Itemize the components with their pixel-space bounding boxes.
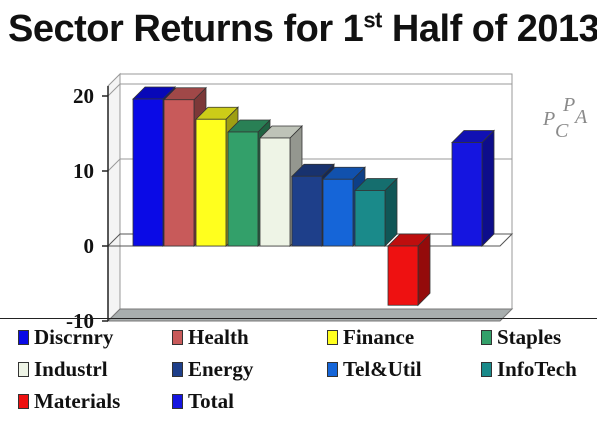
legend-label: Industrl — [34, 357, 108, 381]
legend-label: InfoTech — [497, 357, 577, 381]
legend-item-health: Health — [172, 327, 249, 348]
legend-label: Discrnry — [34, 325, 114, 349]
legend-swatch — [18, 394, 29, 409]
logo-letter-p2: P — [563, 94, 576, 116]
bar-front — [322, 178, 354, 247]
legend-label: Tel&Util — [343, 357, 422, 381]
logo-letter-a: A — [575, 106, 588, 128]
bar-front — [354, 190, 386, 247]
legend-item-energy: Energy — [172, 359, 253, 380]
legend: Discrnry Health Finance Staples Industrl Ener… — [0, 318, 597, 445]
legend-swatch — [481, 330, 492, 345]
legend-item-total: Total — [172, 391, 234, 412]
logo-letter-p: P — [543, 108, 556, 130]
y-tick-label-0: 0 — [84, 234, 95, 258]
bar-front — [387, 245, 419, 306]
bar-front — [259, 137, 291, 247]
legend-label: Staples — [497, 325, 562, 349]
bar-total — [451, 129, 495, 247]
legend-label: Health — [188, 325, 249, 349]
legend-label: Energy — [188, 357, 254, 381]
y-tick-label-20: 20 — [73, 84, 94, 108]
legend-item-tel-util: Tel&Util — [327, 359, 422, 380]
legend-swatch — [18, 362, 29, 377]
legend-item-industrl: Industrl — [18, 359, 108, 380]
bar-front — [451, 142, 483, 247]
bar-front — [195, 118, 227, 247]
legend-swatch — [18, 330, 29, 345]
legend-item-infotech: InfoTech — [481, 359, 577, 380]
title-superscript: st — [363, 7, 382, 33]
legend-swatch — [327, 362, 338, 377]
legend-label: Total — [188, 389, 234, 413]
legend-label: Finance — [343, 325, 415, 349]
title-text-rest: Half of 2013 — [381, 8, 597, 50]
legend-item-finance: Finance — [327, 327, 414, 348]
bar-materials — [387, 233, 431, 307]
title-text: Sector Returns for 1 — [8, 8, 364, 50]
y-tick-label--10: -10 — [66, 309, 94, 333]
legend-label: Materials — [34, 389, 121, 413]
y-tick-label-10: 10 — [73, 159, 94, 183]
legend-swatch — [172, 330, 183, 345]
gridline-side-20 — [107, 83, 121, 97]
bar-side — [481, 129, 495, 247]
legend-swatch — [172, 394, 183, 409]
bar-front — [227, 131, 259, 247]
bar-front — [163, 99, 195, 247]
chart-side-wall — [107, 72, 121, 323]
chart-title: Sector Returns for 1st Half of 2013 — [0, 8, 597, 51]
legend-swatch — [481, 362, 492, 377]
legend-swatch — [327, 330, 338, 345]
legend-item-staples: Staples — [481, 327, 561, 348]
bar-front — [291, 175, 323, 247]
logo-letter-c: C — [555, 120, 569, 142]
pcpa-logo: P C P A — [543, 92, 595, 148]
legend-swatch — [172, 362, 183, 377]
bar-infotech — [354, 177, 398, 247]
bar-front — [132, 98, 164, 247]
gridline-side-10 — [107, 158, 121, 172]
legend-item-discrnry: Discrnry — [18, 327, 113, 348]
legend-item-materials: Materials — [18, 391, 120, 412]
